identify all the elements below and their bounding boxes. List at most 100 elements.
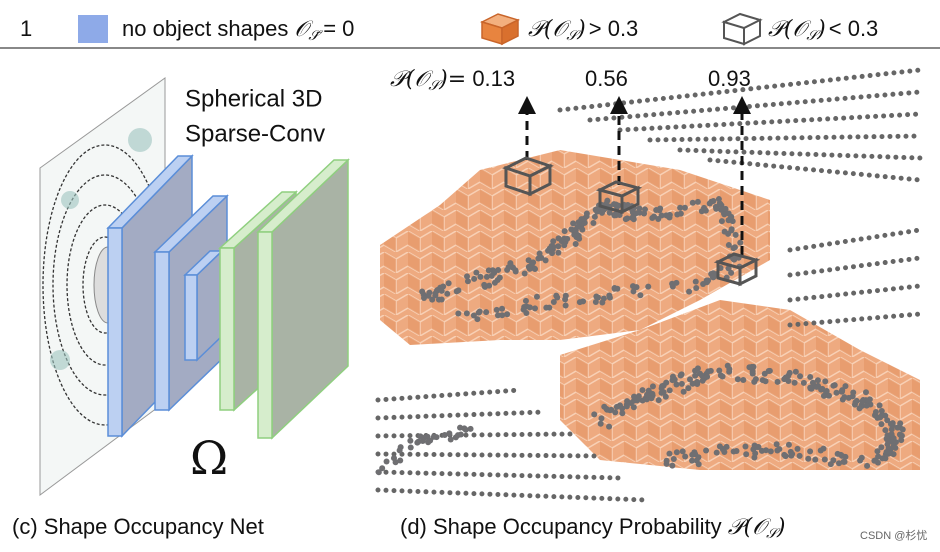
point [751, 378, 758, 385]
point [663, 457, 670, 464]
figure-number: 1 [20, 16, 32, 41]
arrow-heads [518, 96, 751, 114]
point [874, 448, 881, 455]
point [599, 299, 606, 306]
point [792, 368, 799, 375]
omega-symbol: Ω [190, 431, 228, 485]
point [653, 207, 660, 214]
point [555, 249, 562, 256]
point [762, 378, 769, 385]
point [576, 299, 583, 306]
point [856, 405, 863, 412]
point [705, 368, 712, 375]
point [718, 206, 725, 213]
point [721, 211, 728, 218]
point [636, 205, 643, 212]
probability-label: 0.93 [708, 66, 751, 91]
point [648, 395, 655, 402]
point [521, 270, 528, 277]
point [742, 443, 749, 450]
point [813, 383, 820, 390]
point [703, 447, 710, 454]
point [773, 441, 780, 448]
point [821, 456, 828, 463]
layer-side [107, 227, 123, 437]
point [533, 293, 540, 300]
point [791, 379, 798, 386]
point [716, 367, 723, 374]
point [572, 241, 579, 248]
layer-side [257, 231, 273, 439]
point [726, 366, 733, 373]
point [608, 406, 615, 413]
lidar-ring [375, 387, 523, 403]
point [807, 373, 814, 380]
legend-swatch [78, 15, 108, 43]
point [710, 273, 717, 280]
point [550, 238, 557, 245]
point [553, 292, 560, 299]
point [419, 288, 426, 295]
point [619, 410, 626, 417]
point [878, 421, 885, 428]
point [432, 290, 439, 297]
point [526, 304, 533, 311]
point [876, 402, 883, 409]
point [564, 235, 571, 242]
point [673, 449, 680, 456]
point [457, 431, 464, 438]
lidar-ring [557, 67, 923, 113]
point [444, 290, 451, 297]
point [713, 449, 720, 456]
point [583, 213, 590, 220]
point [807, 384, 814, 391]
point [419, 437, 426, 444]
point [455, 310, 462, 317]
point [732, 231, 739, 238]
point [797, 373, 804, 380]
point [658, 389, 665, 396]
point [427, 437, 434, 444]
point [425, 292, 432, 299]
point [655, 216, 662, 223]
point [733, 448, 740, 455]
layer-side [184, 274, 198, 361]
point [677, 204, 684, 211]
point [457, 424, 464, 431]
point [659, 383, 666, 390]
point [663, 212, 670, 219]
point [822, 378, 829, 385]
point [789, 450, 796, 457]
point [493, 306, 500, 313]
point [753, 444, 760, 451]
point [825, 392, 832, 399]
point [392, 459, 399, 466]
point [429, 296, 436, 303]
point [887, 420, 894, 427]
point [491, 279, 498, 286]
point [525, 257, 532, 264]
point [532, 305, 539, 312]
lidar-ring [787, 255, 923, 278]
point [834, 450, 841, 457]
point [543, 304, 550, 311]
occupancy-region [380, 150, 770, 345]
point [897, 420, 904, 427]
point [464, 278, 471, 285]
point [716, 200, 723, 207]
point [692, 278, 699, 285]
point [421, 295, 428, 302]
point [872, 408, 879, 415]
point [878, 444, 885, 451]
point [655, 397, 662, 404]
point [681, 204, 688, 211]
lidar-ring [375, 487, 648, 503]
lidar-ring [375, 469, 623, 481]
point [669, 373, 676, 380]
legend-item: no object shapes 𝒪𝒮̄ = 0 [122, 16, 354, 44]
point [730, 255, 737, 262]
point [483, 309, 490, 316]
point [645, 283, 652, 290]
point [725, 242, 732, 249]
point [850, 389, 857, 396]
